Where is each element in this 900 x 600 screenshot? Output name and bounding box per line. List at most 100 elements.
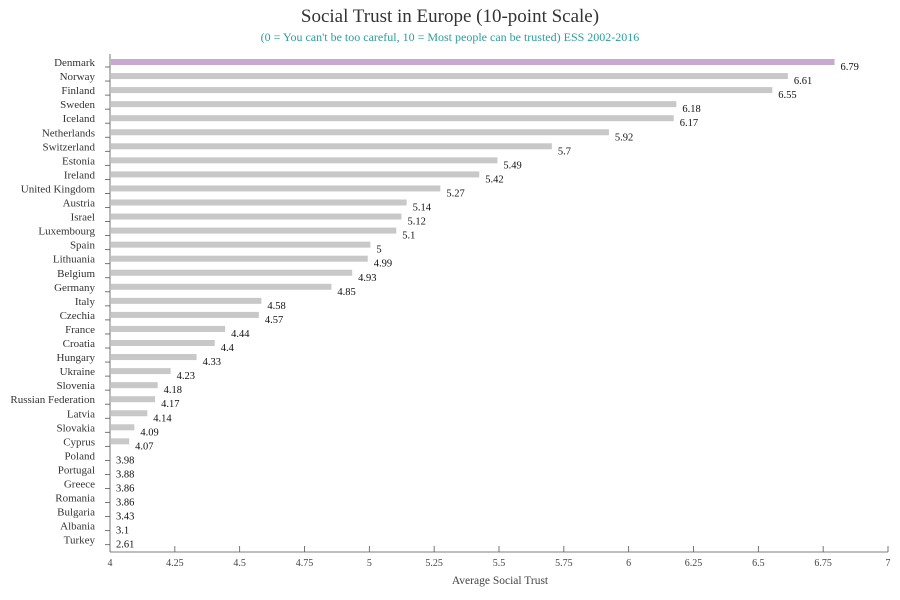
x-axis-title: Average Social Trust	[452, 575, 549, 587]
category-label: Norway	[60, 71, 96, 83]
category-label: Finland	[61, 85, 95, 97]
value-label: 3.88	[116, 469, 134, 480]
x-tick-label: 7	[886, 558, 891, 569]
category-label: Iceland	[63, 113, 96, 125]
value-label: 5.1	[402, 231, 415, 242]
value-labels: 6.79 6.61 6.55 6.18 6.17 5.92 5.7 5.495.42 5.27 5…	[116, 62, 859, 551]
value-label: 6.61	[794, 76, 812, 87]
value-label: 5.27	[446, 188, 464, 199]
category-label: Hungary	[57, 352, 96, 364]
value-label: 4.18	[164, 385, 182, 396]
category-label: Netherlands	[42, 127, 95, 139]
bar-ukraine	[111, 368, 171, 375]
bar-estonia	[111, 157, 498, 164]
bar-finland	[111, 87, 773, 94]
category-label: Portugal	[58, 464, 95, 476]
bar-ireland	[111, 171, 480, 178]
value-label: 6.18	[682, 104, 700, 115]
value-label: 3.1	[116, 526, 129, 537]
x-tick-label: 6.5	[752, 558, 765, 569]
category-label: Lithuania	[53, 254, 95, 266]
bars-layer	[111, 59, 835, 445]
category-labels: Denmark Norway Finland Sweden Iceland Netherl…	[10, 57, 95, 547]
value-label: 4.99	[374, 259, 392, 270]
category-label: Sweden	[60, 99, 95, 111]
value-label: 4.85	[337, 287, 355, 298]
value-label: 4.17	[161, 399, 179, 410]
bar-france	[111, 325, 226, 332]
value-label: 3.86	[116, 484, 134, 495]
x-axis: 4 4.25 4.5 4.75 5 5.25 5.5 5.75 6 6.25 6.5 6.75 7	[105, 54, 891, 569]
category-label: Switzerland	[42, 141, 95, 153]
value-label: 4.57	[265, 315, 283, 326]
value-label: 5.14	[413, 203, 432, 214]
category-label: Bulgaria	[57, 507, 95, 519]
value-label: 4.14	[153, 413, 172, 424]
x-tick-label: 4.75	[296, 558, 314, 569]
value-label: 5.7	[558, 146, 571, 157]
category-label: Poland	[64, 450, 95, 462]
category-label: Israel	[71, 212, 95, 224]
x-tick-label: 5.5	[493, 558, 506, 569]
x-tick-label: 5	[367, 558, 372, 569]
value-label: 5.12	[407, 217, 425, 228]
bar-latvia	[111, 410, 148, 417]
category-label: Germany	[54, 282, 95, 294]
bar-germany	[111, 283, 332, 290]
value-label: 3.86	[116, 498, 134, 509]
bar-belgium	[111, 269, 353, 276]
value-label: 5.49	[503, 160, 521, 171]
category-label: Belgium	[57, 268, 95, 280]
x-tick-label: 4.5	[233, 558, 246, 569]
value-label: 4.23	[177, 371, 195, 382]
x-tick-label: 6.75	[814, 558, 832, 569]
value-label: 4.93	[358, 273, 376, 284]
category-label: Luxembourg	[38, 226, 95, 238]
value-label: 4.07	[135, 441, 153, 452]
category-label: Greece	[64, 479, 95, 491]
bar-austria	[111, 199, 407, 206]
category-label: Italy	[75, 296, 96, 308]
category-label: Russian Federation	[10, 394, 95, 406]
x-tick-label: 6.25	[685, 558, 703, 569]
value-label: 4.4	[221, 343, 235, 354]
value-label: 5.42	[485, 174, 503, 185]
x-tick-label: 5.25	[425, 558, 443, 569]
x-tick-label: 6	[626, 558, 631, 569]
category-label: Czechia	[60, 310, 96, 322]
category-label: Austria	[63, 198, 96, 210]
category-label: Croatia	[63, 338, 95, 350]
x-tick-label: 4	[108, 558, 113, 569]
bar-italy	[111, 297, 262, 304]
bar-slovakia	[111, 424, 135, 431]
x-tick-label: 5.75	[555, 558, 573, 569]
category-label: Cyprus	[63, 436, 95, 448]
chart-title: Social Trust in Europe (10-point Scale)	[300, 6, 600, 27]
bar-spain	[111, 241, 371, 248]
category-label: Slovenia	[57, 380, 96, 392]
value-label: 6.79	[841, 62, 859, 73]
value-label: 3.98	[116, 455, 134, 466]
category-label: United Kingdom	[21, 183, 96, 195]
category-label: Ireland	[64, 169, 96, 181]
category-label: Latvia	[67, 408, 95, 420]
value-label: 2.61	[116, 540, 134, 551]
bar-sweden	[111, 101, 677, 108]
value-label: 5.92	[615, 132, 633, 143]
bar-netherlands	[111, 129, 609, 136]
category-label: Spain	[70, 240, 96, 252]
bar-united-kingdom	[111, 185, 441, 192]
category-label: Denmark	[54, 57, 95, 69]
bar-luxembourg	[111, 227, 397, 234]
bar-slovenia	[111, 382, 158, 389]
value-label: 4.09	[140, 427, 158, 438]
x-tick-label: 4.25	[166, 558, 184, 569]
bar-iceland	[111, 115, 674, 122]
category-label: Turkey	[64, 535, 96, 547]
bar-czechia	[111, 311, 259, 318]
value-label: 5	[376, 245, 381, 256]
value-label: 3.43	[116, 512, 134, 523]
value-label: 4.33	[203, 357, 221, 368]
